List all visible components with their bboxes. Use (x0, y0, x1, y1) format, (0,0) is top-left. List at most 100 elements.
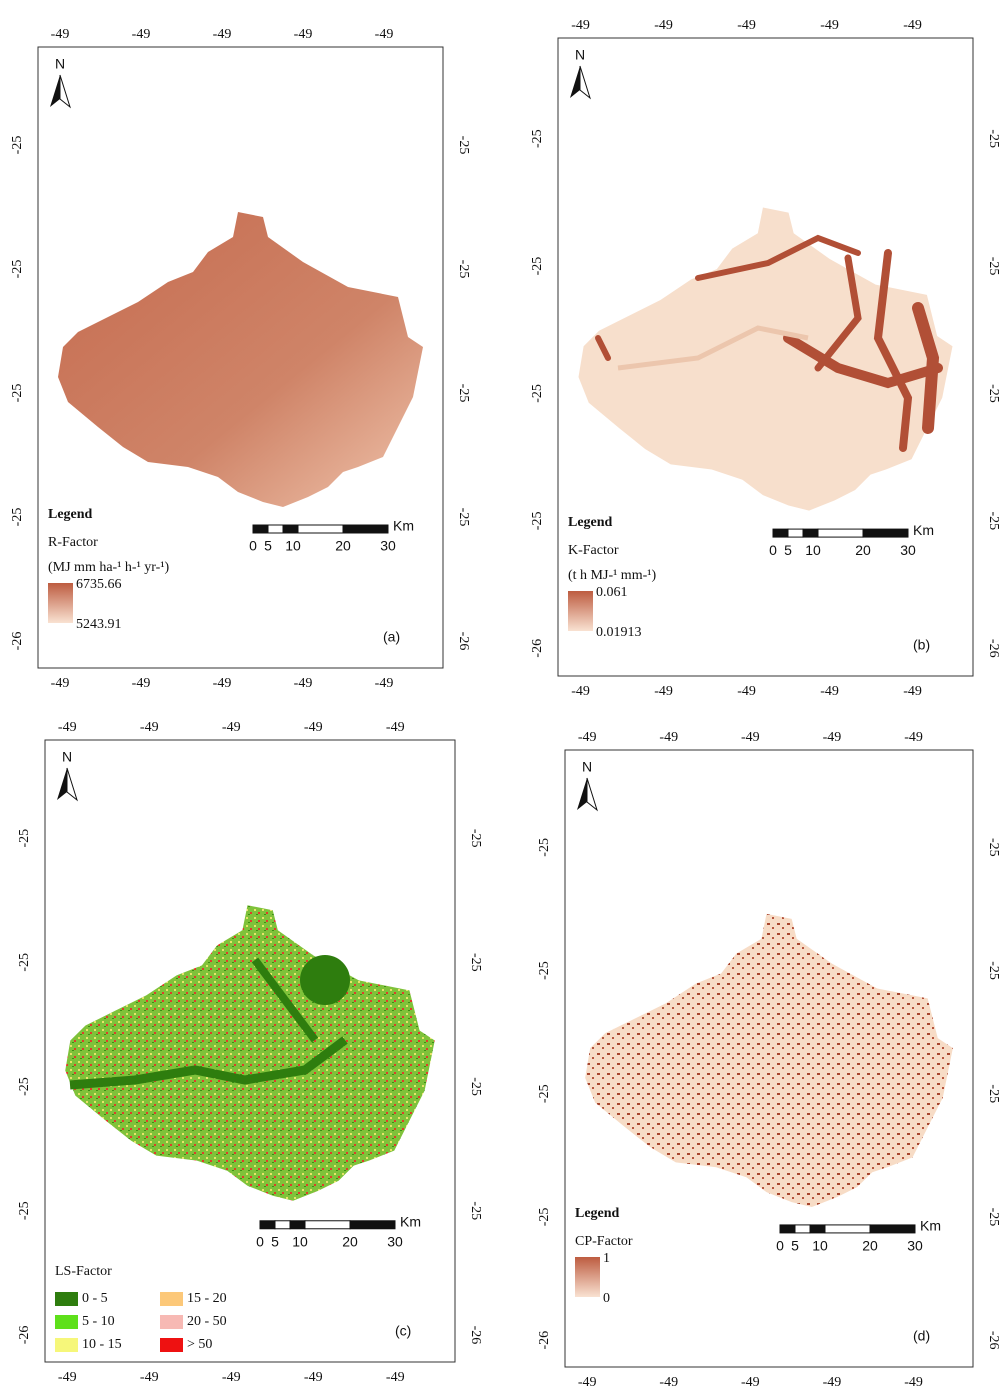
lat-label: -25 (537, 961, 552, 980)
lon-label: -49 (823, 1375, 842, 1390)
scale-bar (818, 529, 863, 537)
scale-label: 0 (776, 1238, 784, 1254)
lon-label: -49 (222, 720, 241, 735)
map-panel: -49-49-49-49-49-49-49-49-49-49-25-25-25-… (10, 27, 471, 691)
lon-label: -49 (304, 1370, 323, 1385)
lon-label: -49 (294, 27, 313, 42)
scale-bar (350, 1221, 395, 1229)
legend-title: Legend (575, 1206, 620, 1221)
lon-label: -49 (659, 730, 678, 745)
legend-factor: LS-Factor (55, 1264, 112, 1279)
lon-label: -49 (741, 730, 760, 745)
legend-swatch (55, 1338, 78, 1352)
lat-label: -25 (10, 136, 25, 155)
lon-label: -49 (659, 1375, 678, 1390)
lon-label: -49 (132, 27, 151, 42)
lat-label: -26 (17, 1326, 32, 1345)
lat-label: -25 (986, 961, 1001, 980)
legend-swatch (55, 1315, 78, 1329)
lat-label: -25 (10, 260, 25, 279)
scale-label: 5 (264, 538, 272, 554)
lat-label: -26 (468, 1326, 483, 1345)
legend-class: 10 - 15 (82, 1337, 122, 1352)
scale-label: 5 (791, 1238, 799, 1254)
lon-label: -49 (304, 720, 323, 735)
lat-label: -26 (456, 632, 471, 651)
scale-bar (253, 525, 268, 533)
lat-label: -25 (986, 129, 1001, 148)
legend-factor: R-Factor (48, 535, 98, 550)
lon-label: -49 (654, 18, 673, 33)
map-panel: -49-49-49-49-49-49-49-49-49-49-25-25-25-… (530, 18, 1001, 699)
channel (300, 955, 350, 1005)
lat-label: -25 (456, 260, 471, 279)
lat-label: -25 (456, 136, 471, 155)
legend-class: 5 - 10 (82, 1314, 115, 1329)
legend-min: 0 (603, 1291, 610, 1306)
lat-label: -25 (986, 257, 1001, 276)
scale-unit: Km (920, 1218, 941, 1234)
scale-label: 0 (256, 1233, 264, 1249)
legend-max: 1 (603, 1251, 610, 1266)
lat-label: -25 (456, 384, 471, 403)
legend-class: 20 - 50 (187, 1314, 227, 1329)
legend-ramp (575, 1257, 600, 1297)
legend-max: 6735.66 (76, 577, 122, 592)
scale-label: 30 (900, 542, 916, 558)
map-panel: -49-49-49-49-49-49-49-49-49-49-25-25-25-… (537, 730, 1001, 1390)
lat-label: -26 (986, 1331, 1001, 1350)
north-label: N (55, 56, 65, 72)
lon-label: -49 (213, 676, 232, 691)
scale-bar (290, 1221, 305, 1229)
lon-label: -49 (823, 730, 842, 745)
scale-label: 20 (855, 542, 871, 558)
panel-label: (d) (913, 1328, 930, 1344)
scale-unit: Km (393, 518, 414, 534)
lon-label: -49 (132, 676, 151, 691)
lat-label: -25 (537, 838, 552, 857)
legend-title: Legend (48, 507, 93, 522)
lat-label: -25 (986, 384, 1001, 403)
lat-label: -25 (986, 1084, 1001, 1103)
lon-label: -49 (571, 18, 590, 33)
scale-label: 20 (335, 538, 351, 554)
lon-label: -49 (654, 684, 673, 699)
lat-label: -26 (537, 1331, 552, 1350)
lon-label: -49 (213, 27, 232, 42)
lat-label: -25 (10, 384, 25, 403)
lon-label: -49 (386, 1370, 405, 1385)
scale-bar (773, 529, 788, 537)
legend-class: 0 - 5 (82, 1291, 108, 1306)
scale-bar (795, 1225, 810, 1233)
lon-label: -49 (903, 684, 922, 699)
lat-label: -25 (468, 953, 483, 972)
scale-bar (305, 1221, 350, 1229)
lon-label: -49 (903, 18, 922, 33)
lat-label: -25 (456, 508, 471, 527)
scale-bar (275, 1221, 290, 1229)
scale-bar (780, 1225, 795, 1233)
lon-label: -49 (58, 720, 77, 735)
lon-label: -49 (904, 730, 923, 745)
scale-label: 10 (285, 538, 301, 554)
lat-label: -25 (530, 384, 545, 403)
legend-factor: K-Factor (568, 543, 619, 558)
legend-factor: CP-Factor (575, 1234, 633, 1249)
lat-label: -26 (10, 632, 25, 651)
lon-label: -49 (140, 1370, 159, 1385)
legend-swatch (160, 1292, 183, 1306)
scale-label: 5 (784, 542, 792, 558)
panel-label: (a) (383, 629, 400, 645)
lat-label: -25 (530, 512, 545, 531)
lat-label: -25 (17, 829, 32, 848)
north-label: N (575, 47, 585, 63)
scale-label: 20 (862, 1238, 878, 1254)
map-panel: -49-49-49-49-49-49-49-49-49-49-25-25-25-… (17, 720, 483, 1385)
scale-label: 5 (271, 1233, 279, 1249)
figure: -49 -49 -49 -49 -49 -49 -49 -49 -49 -49 -25 -25 -25 -… (0, 0, 1001, 1390)
lat-label: -25 (986, 1208, 1001, 1227)
lat-label: -25 (468, 1077, 483, 1096)
lat-label: -25 (986, 838, 1001, 857)
lon-label: -49 (741, 1375, 760, 1390)
legend-swatch (55, 1292, 78, 1306)
